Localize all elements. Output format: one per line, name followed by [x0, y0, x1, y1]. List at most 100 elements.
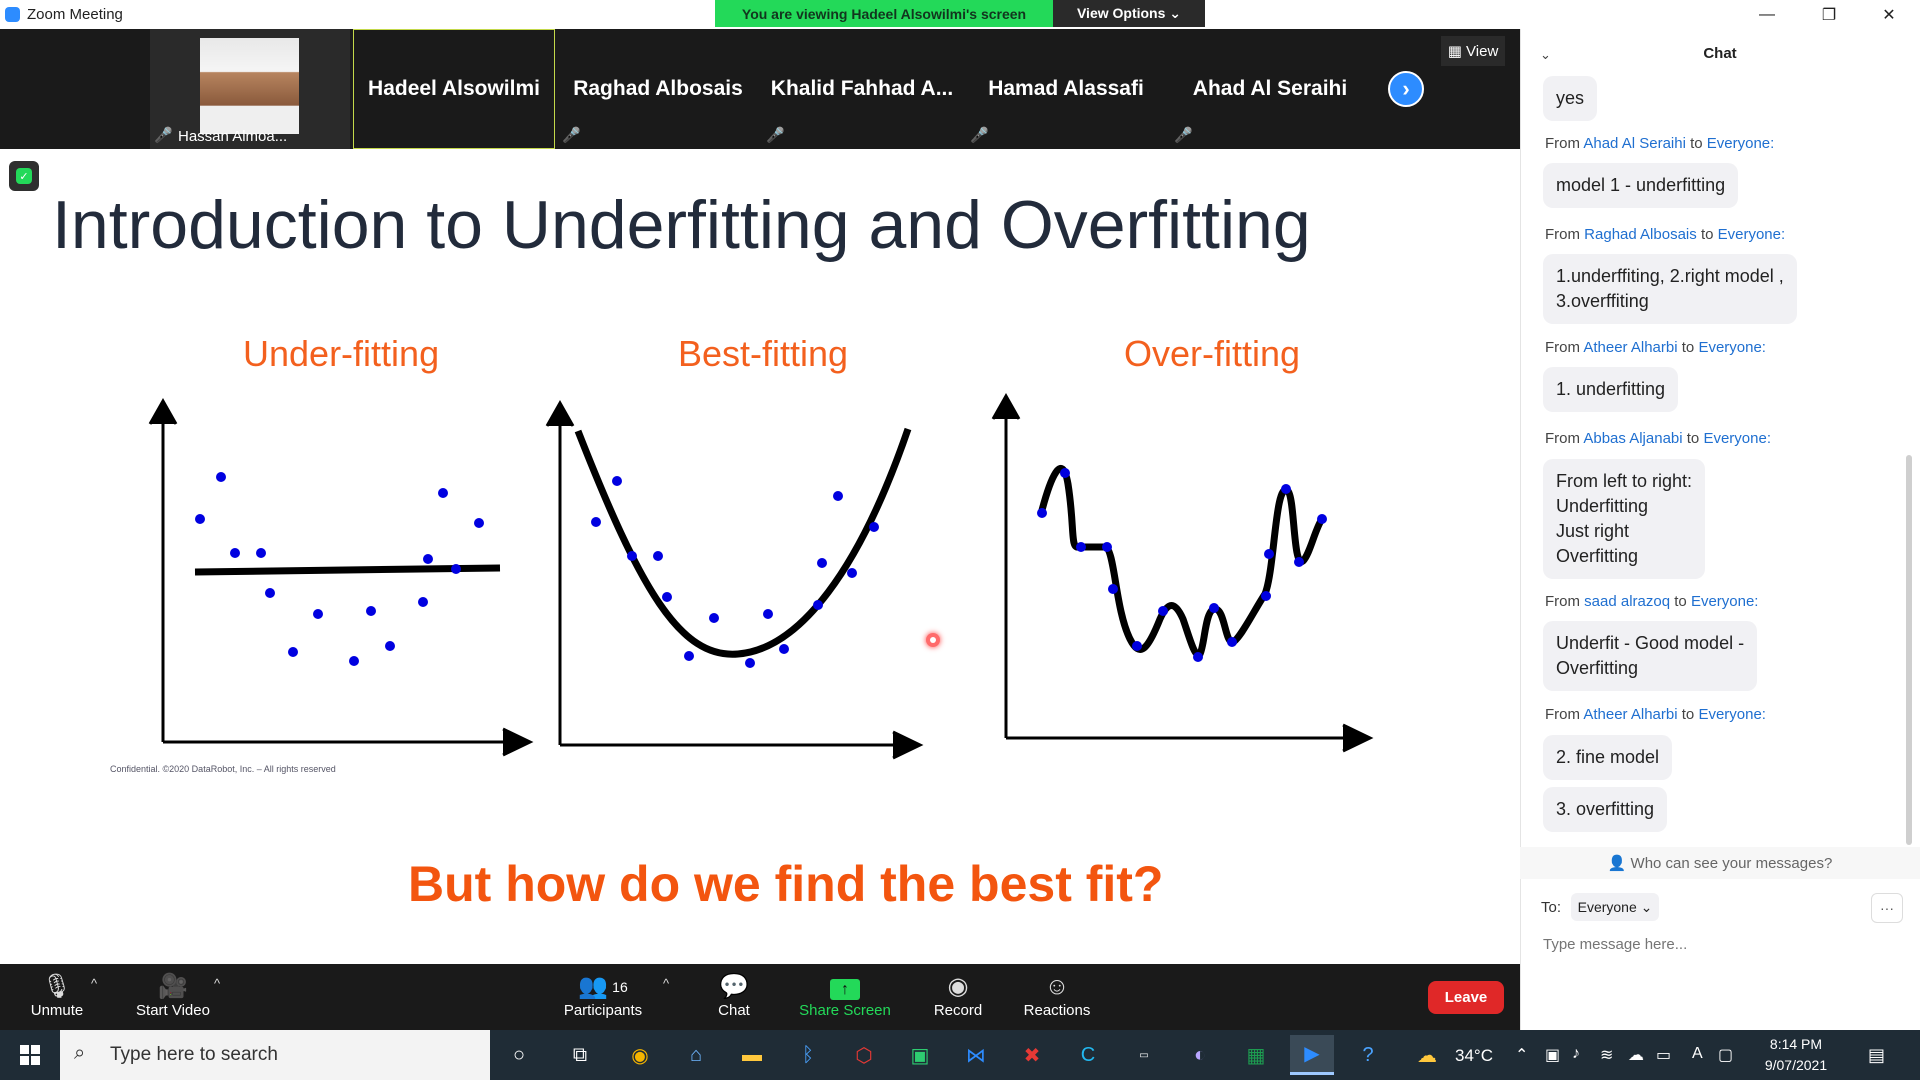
app-icon[interactable]: ⬡	[855, 1044, 873, 1067]
muted-mic-icon: 🎤	[1174, 127, 1193, 144]
clock-date: 9/07/2021	[1764, 1057, 1828, 1073]
help-icon[interactable]: ?	[1362, 1043, 1374, 1066]
plot-title-bestfitting: Best-fitting	[678, 333, 849, 374]
view-button[interactable]: ▦ View	[1441, 36, 1505, 66]
input-language-icon[interactable]: A	[1692, 1045, 1703, 1062]
excel-icon[interactable]: ▦	[1246, 1044, 1266, 1067]
chat-recipient[interactable]: Everyone:	[1703, 430, 1771, 447]
chat-sender-line: From Atheer Alharbi to Everyone:	[1545, 706, 1766, 723]
leave-button[interactable]: Leave	[1428, 981, 1504, 1014]
vscode-icon[interactable]: ⋈	[966, 1044, 986, 1067]
close-window-button[interactable]: ✕	[1882, 6, 1896, 24]
chat-button[interactable]: 💬 Chat	[679, 972, 789, 1028]
pycharm-icon[interactable]: ▣	[910, 1044, 930, 1067]
ime-icon[interactable]: ▢	[1718, 1047, 1734, 1064]
chat-recipient[interactable]: Everyone:	[1698, 339, 1766, 356]
more-options-button[interactable]: ···	[1871, 893, 1903, 923]
to-label: To:	[1541, 899, 1562, 916]
meeting-toolbar	[0, 964, 1520, 1030]
app-icon[interactable]: ◐	[1193, 1043, 1207, 1066]
chat-recipient[interactable]: Everyone:	[1698, 706, 1766, 723]
weather-icon[interactable]: ☁	[1417, 1044, 1437, 1067]
laser-pointer	[926, 633, 940, 647]
participants-button[interactable]: 👥 16 Participants	[548, 972, 658, 1028]
participant-count: 16	[612, 979, 628, 995]
share-screen-label: Share Screen	[799, 1002, 891, 1019]
participant-tile[interactable]: Raghad Albosais 🎤	[558, 29, 758, 149]
search-placeholder: Type here to search	[110, 1044, 278, 1065]
taskbar-search[interactable]: ⌕ Type here to search	[60, 1030, 490, 1080]
viewing-banner-text: You are viewing Hadeel Alsowilmi's scree…	[715, 0, 1053, 27]
chat-message: model 1 - underfitting	[1543, 163, 1739, 208]
next-page-button[interactable]: ›	[1388, 71, 1424, 107]
temperature[interactable]: 34°C	[1455, 1046, 1493, 1065]
notifications-icon[interactable]: ▤	[1868, 1045, 1886, 1065]
who-can-see-messages[interactable]: 👤 Who can see your messages?	[1520, 847, 1920, 879]
security-shield[interactable]: ✓	[9, 161, 39, 191]
chat-sender[interactable]: saad alrazoq	[1584, 593, 1671, 610]
cloud-icon[interactable]: ☁	[1628, 1047, 1644, 1064]
window-title: Zoom Meeting	[27, 6, 123, 23]
app-icon[interactable]: C	[1080, 1043, 1096, 1066]
participant-name: Hamad Alassafi	[988, 77, 1144, 100]
system-tray-icon[interactable]: ▣	[1545, 1047, 1561, 1064]
chrome-icon[interactable]: ◉	[631, 1044, 649, 1067]
plot-title-underfitting: Under-fitting	[243, 333, 440, 374]
app-icon[interactable]: ⌂	[689, 1043, 703, 1066]
cortana-icon[interactable]: ○	[512, 1043, 526, 1066]
chat-sender[interactable]: Abbas Aljanabi	[1583, 430, 1683, 447]
participant-tile[interactable]: Khalid Fahhad A... 🎤	[762, 29, 962, 149]
chat-recipient[interactable]: Everyone:	[1706, 135, 1775, 152]
view-options-button[interactable]: View Options ⌄	[1053, 0, 1205, 27]
participant-tile[interactable]: Hamad Alassafi 🎤	[966, 29, 1166, 149]
participant-name: Hassan Almoa...	[178, 128, 288, 145]
restore-button[interactable]: ❐	[1821, 6, 1837, 24]
chevron-up-icon[interactable]: ⌃	[1515, 1047, 1529, 1064]
person-icon: 👤	[1607, 855, 1631, 872]
taskbar-clock[interactable]: 8:14 PM 9/07/2021	[1750, 1034, 1842, 1076]
muted-mic-icon: 🎙	[41, 973, 73, 1000]
participant-name: Khalid Fahhad A...	[770, 77, 954, 100]
battery-icon[interactable]: ▭	[1656, 1047, 1672, 1064]
record-button[interactable]: ◉ Record	[903, 972, 1013, 1028]
chat-message: 1.underffiting, 2.right model , 3.overff…	[1543, 254, 1797, 324]
chat-sender[interactable]: Raghad Albosais	[1584, 226, 1697, 243]
view-grid-icon: ▦	[1447, 43, 1467, 60]
chevron-down-icon[interactable]: ⌄	[1540, 47, 1551, 62]
app-icon[interactable]: ✖	[1023, 1044, 1041, 1067]
chat-scrollbar-thumb[interactable]	[1906, 455, 1912, 845]
slide-confidential-note: Confidential. ©2020 DataRobot, Inc. – Al…	[110, 764, 336, 774]
participant-tile-active[interactable]: Hadeel Alsowilmi	[353, 29, 555, 149]
chat-sender[interactable]: Ahad Al Seraihi	[1583, 135, 1686, 152]
reactions-button[interactable]: ☺ Reactions	[1002, 972, 1112, 1028]
chat-title: Chat	[1703, 45, 1737, 62]
minimize-button[interactable]: —	[1759, 5, 1775, 23]
volume-icon[interactable]: ♪	[1572, 1045, 1580, 1062]
participant-tile[interactable]: 🎤 Hassan Almoa...	[150, 29, 350, 149]
windows-start-button[interactable]	[0, 1030, 60, 1080]
app-icon[interactable]: ▭	[1139, 1049, 1149, 1061]
task-view-icon[interactable]: ⧉	[572, 1043, 588, 1066]
zoom-taskbar-icon[interactable]: ▶	[1290, 1035, 1334, 1075]
chat-message: yes	[1543, 76, 1598, 121]
file-explorer-icon[interactable]: ▬	[742, 1043, 762, 1066]
audio-options-caret[interactable]: ^	[91, 976, 98, 991]
chat-message-input[interactable]	[1541, 930, 1905, 958]
participants-options-caret[interactable]: ^	[663, 976, 670, 991]
start-video-label: Start Video	[136, 1002, 210, 1019]
recipient-select[interactable]: Everyone ⌄	[1571, 893, 1659, 921]
chat-sender[interactable]: Atheer Alharbi	[1583, 339, 1678, 356]
start-video-button[interactable]: 🎥 Start Video	[118, 972, 228, 1028]
chat-recipient[interactable]: Everyone:	[1717, 226, 1786, 243]
chat-sender-line: From Ahad Al Seraihi to Everyone:	[1545, 135, 1775, 152]
chat-recipient[interactable]: Everyone:	[1690, 593, 1759, 610]
chat-sender[interactable]: Atheer Alharbi	[1583, 706, 1678, 723]
participant-tile[interactable]: Ahad Al Seraihi 🎤	[1170, 29, 1370, 149]
bluetooth-icon[interactable]: ᛒ	[802, 1043, 814, 1066]
wifi-icon[interactable]: ≋	[1600, 1047, 1614, 1064]
participant-name: Ahad Al Seraihi	[1192, 77, 1348, 100]
share-screen-button[interactable]: ↑ Share Screen	[790, 972, 900, 1028]
participant-name: Raghad Albosais	[573, 77, 743, 100]
unmute-button[interactable]: 🎙 Unmute	[2, 972, 112, 1028]
video-options-caret[interactable]: ^	[214, 976, 221, 991]
